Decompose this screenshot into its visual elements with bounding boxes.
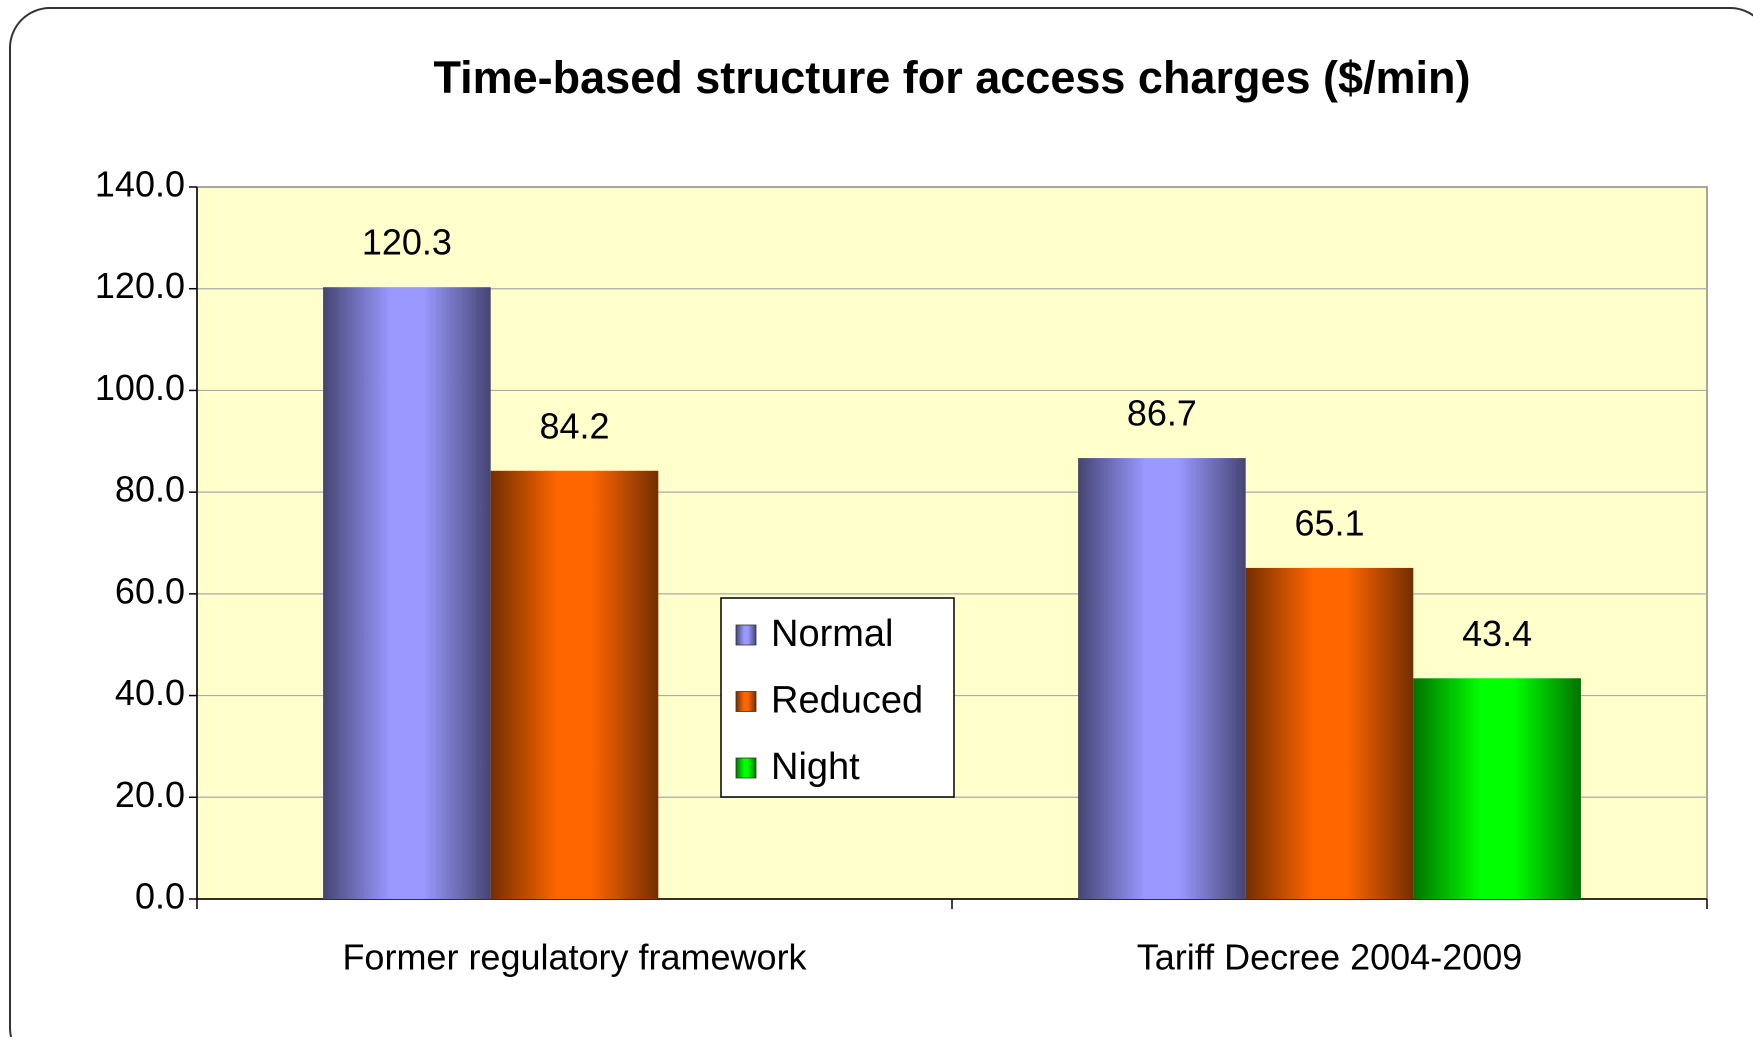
legend-swatch	[735, 624, 757, 646]
bar	[323, 287, 491, 899]
data-label: 43.4	[1462, 613, 1532, 654]
legend-swatch	[735, 691, 757, 712]
bar	[1413, 678, 1581, 899]
x-tick-label: Former regulatory framework	[342, 937, 807, 978]
y-tick-label: 0.0	[135, 876, 185, 917]
data-label: 86.7	[1127, 393, 1197, 434]
y-tick-label: 80.0	[115, 469, 185, 510]
legend-swatch	[735, 757, 757, 779]
y-tick-label: 120.0	[95, 265, 185, 306]
x-tick-label: Tariff Decree 2004-2009	[1137, 937, 1523, 978]
bar	[1078, 458, 1246, 899]
data-label: 120.3	[362, 222, 452, 263]
chart-title: Time-based structure for access charges …	[433, 52, 1470, 103]
legend-label: Normal	[771, 613, 893, 655]
bar	[490, 470, 659, 899]
legend-box	[720, 597, 955, 798]
y-tick-label: 100.0	[95, 367, 185, 408]
legend-label: Night	[771, 746, 860, 788]
data-label: 65.1	[1294, 502, 1364, 543]
y-tick-label: 140.0	[95, 164, 185, 205]
bar	[1245, 567, 1414, 899]
y-tick-label: 60.0	[115, 570, 185, 611]
y-tick-label: 40.0	[115, 672, 185, 713]
data-label: 84.2	[539, 405, 609, 446]
y-tick-label: 20.0	[115, 774, 185, 815]
legend-label: Reduced	[771, 680, 923, 722]
